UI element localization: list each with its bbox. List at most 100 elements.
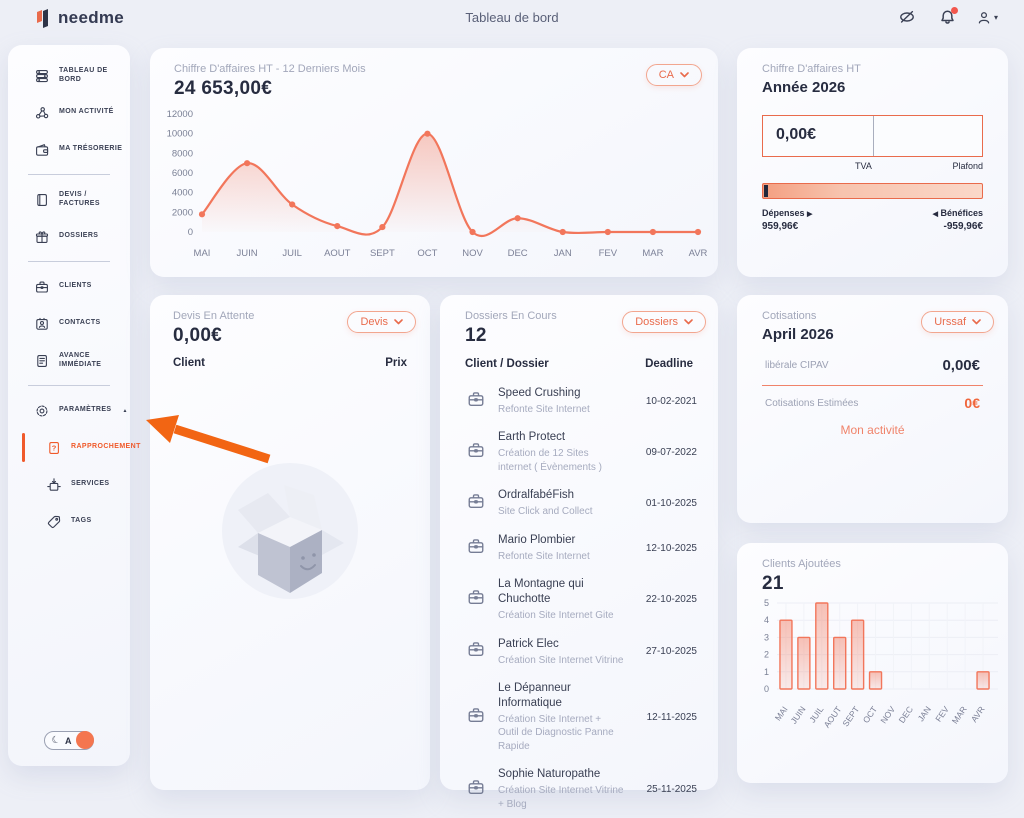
file-question-icon: ? bbox=[46, 440, 62, 456]
svg-text:5: 5 bbox=[764, 598, 769, 608]
svg-text:10000: 10000 bbox=[167, 129, 193, 140]
dossier-project: Site Click and Collect bbox=[498, 506, 593, 518]
ca-filter-dropdown[interactable]: CA bbox=[645, 64, 702, 86]
hidden-eye-icon[interactable] bbox=[896, 6, 918, 28]
moon-icon: ☾ bbox=[50, 733, 63, 747]
svg-text:0: 0 bbox=[188, 227, 193, 238]
devis-card-title: Devis En Attente bbox=[173, 310, 255, 322]
sidebar-item-label: AVANCE IMMÉDIATE bbox=[59, 351, 102, 368]
dossier-client: Speed Crushing bbox=[498, 387, 581, 399]
sidebar: TABLEAU DE BORD MON ACTIVITÉ MA TRÉSORERIE… bbox=[8, 45, 140, 766]
svg-text:AOUT: AOUT bbox=[822, 704, 844, 729]
dossier-deadline: 25-11-2025 bbox=[646, 783, 697, 795]
dossier-row-sophie-naturopathe[interactable]: Sophie Naturopathe Création Site Internet… bbox=[465, 760, 697, 818]
clients-card-title: Clients Ajoutées bbox=[762, 558, 841, 570]
dossier-row-earth-protect[interactable]: Earth Protect Création de 12 Sites intern… bbox=[465, 423, 697, 481]
logo-text: needme bbox=[58, 8, 125, 27]
dossiers-col-deadline: Deadline bbox=[645, 358, 693, 370]
sidebar-item-rapprochement[interactable]: ? RAPPROCHEMENT bbox=[8, 429, 140, 466]
chevron-down-icon bbox=[394, 319, 403, 325]
sidebar-item-dossiers[interactable]: DOSSIERS bbox=[8, 218, 130, 255]
cipav-value: 0,00€ bbox=[942, 357, 980, 374]
sidebar-item-label: SERVICES bbox=[71, 480, 110, 488]
cotisations-card-title: Cotisations bbox=[762, 310, 817, 322]
notification-dot bbox=[951, 7, 958, 14]
svg-text:3: 3 bbox=[764, 632, 769, 642]
revenue-card: Chiffre D'affaires HT - 12 Derniers Mois… bbox=[150, 48, 718, 277]
wallet-icon bbox=[34, 142, 50, 158]
svg-text:JUIL: JUIL bbox=[282, 248, 302, 259]
svg-text:DEC: DEC bbox=[508, 248, 528, 259]
document-icon bbox=[34, 353, 50, 369]
dossier-row-speed-crushing[interactable]: Speed Crushing Refonte Site Internet 10-02… bbox=[465, 379, 697, 423]
svg-text:12000: 12000 bbox=[167, 109, 193, 120]
dossier-row-la-montagne-qui-chuchotte[interactable]: La Montagne qui Chuchotte Création Site I… bbox=[465, 570, 697, 629]
dashboard-icon bbox=[34, 68, 50, 84]
benefices-value: -959,96€ bbox=[943, 221, 983, 232]
app-logo[interactable]: needme bbox=[34, 7, 124, 29]
page-title: Tableau de bord bbox=[465, 10, 559, 25]
dossiers-list: Speed Crushing Refonte Site Internet 10-02… bbox=[465, 379, 697, 818]
briefcase-icon bbox=[465, 491, 487, 516]
urssaf-filter-dropdown[interactable]: Urssaf bbox=[921, 311, 994, 333]
chevron-down-icon bbox=[684, 319, 693, 325]
sidebar-item-label: MON ACTIVITÉ bbox=[59, 108, 114, 116]
cipav-label: libérale CIPAV bbox=[765, 360, 829, 371]
dossier-deadline: 10-02-2021 bbox=[645, 395, 697, 407]
dossier-row-le-depanneur-informatique[interactable]: Le Dépanneur Informatique Création Site I… bbox=[465, 674, 697, 760]
sidebar-item-clients[interactable]: CLIENTS bbox=[8, 268, 130, 305]
dossier-row-ordralfabefish[interactable]: OrdralfabéFish Site Click and Collect 01-1… bbox=[465, 481, 697, 525]
invoice-icon bbox=[34, 192, 50, 208]
dossier-project: Création Site Internet + Outil de Diagno… bbox=[498, 713, 614, 752]
year-card-subtitle: Année 2026 bbox=[762, 79, 846, 96]
dossier-client: Sophie Naturopathe bbox=[498, 768, 601, 781]
depenses-value: 959,96€ bbox=[762, 221, 799, 232]
contact-card-icon bbox=[34, 316, 50, 332]
right-triangle-icon: ▶ bbox=[807, 211, 813, 218]
topbar: needme Tableau de bord ▾ bbox=[0, 0, 1024, 34]
sidebar-item-avance-immediate[interactable]: AVANCE IMMÉDIATE bbox=[8, 342, 130, 379]
cotisations-card-subtitle: April 2026 bbox=[762, 326, 834, 343]
user-icon[interactable]: ▾ bbox=[976, 6, 998, 28]
depenses-legend: Dépenses ▶ 959,96€ bbox=[762, 208, 813, 232]
dossier-client: OrdralfabéFish bbox=[498, 489, 575, 502]
briefcase-icon bbox=[465, 777, 487, 802]
cotisations-estimees-label: Cotisations Estimées bbox=[765, 397, 859, 409]
dossier-client: Earth Protect bbox=[498, 431, 566, 444]
collapse-caret-icon[interactable]: ▲ bbox=[122, 407, 128, 414]
gear-icon bbox=[34, 403, 50, 419]
sidebar-item-parametres[interactable]: PARAMÈTRES ▲ bbox=[8, 392, 130, 429]
sidebar-item-tags[interactable]: TAGS bbox=[8, 503, 130, 540]
sidebar-item-tableau-de-bord[interactable]: TABLEAU DE BORD bbox=[8, 57, 130, 94]
sidebar-item-contacts[interactable]: CONTACTS bbox=[8, 305, 130, 342]
theme-toggle[interactable]: ☾ A bbox=[44, 731, 94, 750]
dossier-client: La Montagne qui Chuchotte bbox=[498, 578, 584, 606]
dossier-client: Mario Plombier bbox=[498, 533, 576, 546]
svg-text:MAI: MAI bbox=[773, 704, 790, 722]
sidebar-item-ma-tresorerie[interactable]: MA TRÉSORERIE bbox=[8, 131, 130, 168]
needme-logo-icon bbox=[37, 9, 48, 28]
sidebar-item-label: TAGS bbox=[71, 517, 92, 525]
sidebar-item-devis-factures[interactable]: DEVIS / FACTURES bbox=[8, 181, 130, 218]
sidebar-divider bbox=[28, 174, 110, 175]
svg-text:MAR: MAR bbox=[950, 704, 969, 725]
dossier-row-patrick-elec[interactable]: Patrick Elec Création Site Internet Vitri… bbox=[465, 630, 697, 674]
dossiers-filter-dropdown[interactable]: Dossiers bbox=[622, 311, 706, 333]
clients-card: Clients Ajoutées 21 0 1 2 3 4 5 MAI JUIN JUIL AOU… bbox=[737, 543, 1008, 783]
sidebar-menu: TABLEAU DE BORD MON ACTIVITÉ MA TRÉSORERIE… bbox=[8, 57, 140, 540]
dossier-deadline: 27-10-2025 bbox=[645, 646, 697, 658]
sidebar-item-services[interactable]: SERVICES bbox=[8, 466, 130, 503]
theme-toggle-knob[interactable] bbox=[76, 731, 94, 749]
mon-activite-link[interactable]: Mon activité bbox=[840, 423, 905, 437]
sidebar-item-label: CLIENTS bbox=[59, 282, 92, 290]
dossier-row-mario-plombier[interactable]: Mario Plombier Refonte Site Internet 12-10… bbox=[465, 526, 697, 570]
svg-text:FEV: FEV bbox=[933, 704, 951, 724]
chevron-down-icon bbox=[972, 319, 981, 325]
devis-filter-dropdown[interactable]: Devis bbox=[347, 311, 416, 333]
bell-icon[interactable] bbox=[936, 6, 958, 28]
sidebar-item-label: TABLEAU DE BORD bbox=[59, 66, 108, 83]
tag-icon bbox=[46, 514, 62, 530]
revenue-card-value: 24 653,00€ bbox=[174, 78, 273, 99]
sidebar-item-mon-activite[interactable]: MON ACTIVITÉ bbox=[8, 94, 130, 131]
svg-text:NOV: NOV bbox=[462, 248, 483, 259]
